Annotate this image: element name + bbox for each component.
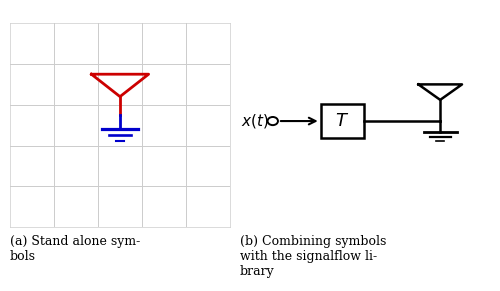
Text: (a) Stand alone sym-
bols: (a) Stand alone sym- bols bbox=[10, 235, 140, 263]
Text: $T$: $T$ bbox=[336, 112, 349, 130]
Text: (b) Combining symbols
with the signalflow li-
brary: (b) Combining symbols with the signalflo… bbox=[240, 235, 386, 278]
Text: $x(t)$: $x(t)$ bbox=[240, 112, 268, 130]
Bar bbox=[320, 104, 364, 138]
